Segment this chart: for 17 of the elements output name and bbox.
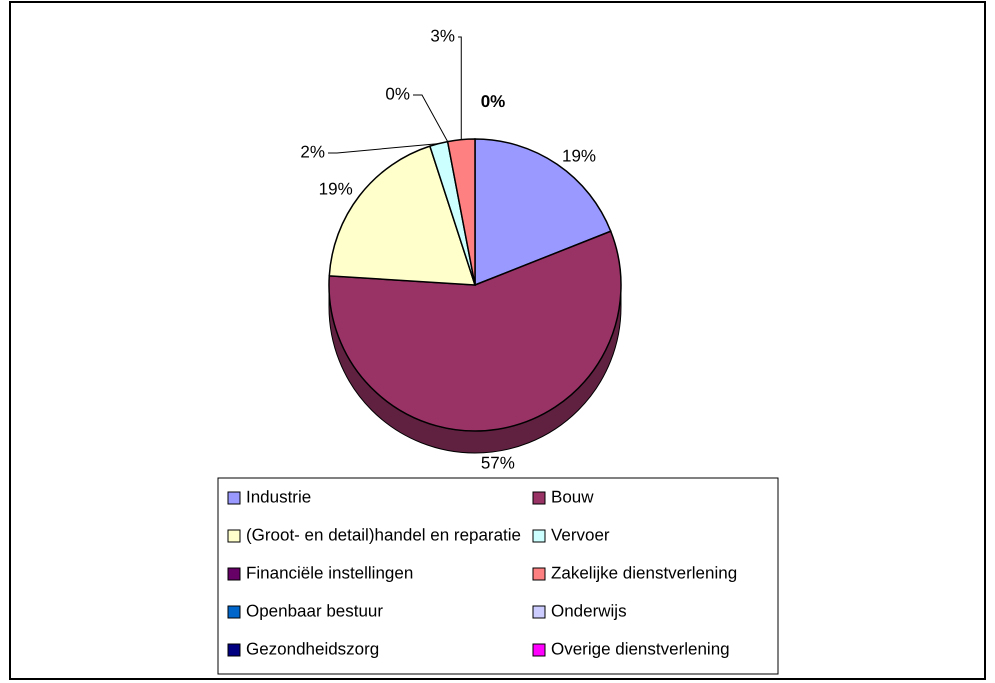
legend-label: Vervoer (551, 525, 610, 544)
data-label: 19% (562, 146, 596, 166)
legend-label: Onderwijs (551, 601, 627, 620)
legend-label: Industrie (246, 487, 312, 506)
legend-label: Overige dienstverlening (551, 639, 730, 658)
data-label: 2% (300, 142, 325, 162)
data-label: 19% (318, 180, 353, 199)
data-label: 57% (480, 454, 515, 473)
text: 0% (385, 84, 410, 104)
data-label: 3% (430, 26, 455, 46)
text: 0% (480, 92, 506, 111)
legend-label: Gezondheidszorg (246, 639, 380, 658)
legend-label: Openbaar bestuur (246, 601, 384, 620)
legend-label: Financiële instellingen (246, 563, 414, 582)
legend-label: Zakelijke dienstverlening (551, 563, 738, 582)
legend-label: (Groot- en detail)handel en reparatie (246, 525, 521, 544)
legend-label: Bouw (551, 487, 594, 506)
